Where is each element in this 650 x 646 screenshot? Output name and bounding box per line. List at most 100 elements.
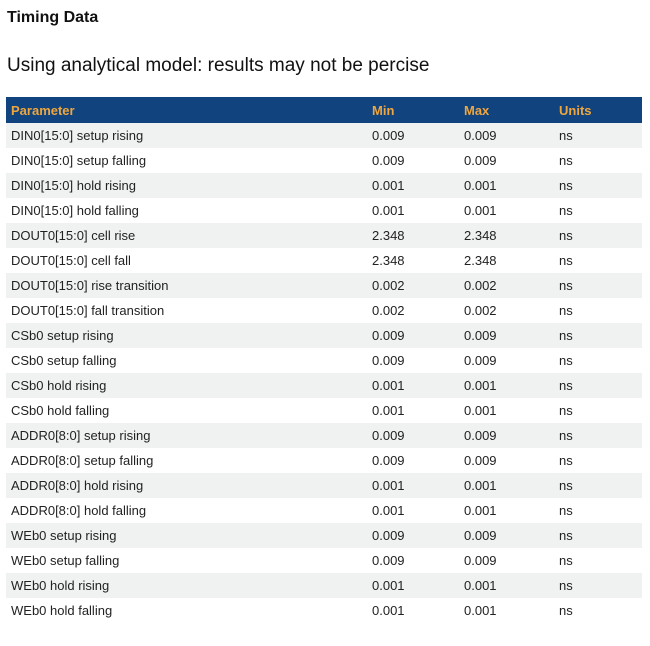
cell-min: 0.009 [372, 528, 405, 543]
cell-min: 0.009 [372, 453, 405, 468]
cell-max: 0.001 [464, 578, 497, 593]
table-row: WEb0 setup falling 0.009 0.009 ns [6, 548, 642, 573]
column-header-units: Units [553, 97, 642, 123]
cell-parameter: DIN0[15:0] hold falling [11, 203, 139, 218]
cell-max: 0.001 [464, 203, 497, 218]
cell-min: 0.001 [372, 603, 405, 618]
cell-units: ns [559, 453, 573, 468]
cell-max: 0.009 [464, 328, 497, 343]
cell-max: 0.001 [464, 503, 497, 518]
cell-max: 0.009 [464, 553, 497, 568]
table-row: DOUT0[15:0] cell fall 2.348 2.348 ns [6, 248, 642, 273]
table-row: ADDR0[8:0] hold falling 0.001 0.001 ns [6, 498, 642, 523]
cell-min: 0.009 [372, 128, 405, 143]
table-row: DIN0[15:0] hold rising 0.001 0.001 ns [6, 173, 642, 198]
table-row: CSb0 hold falling 0.001 0.001 ns [6, 398, 642, 423]
cell-parameter: DIN0[15:0] setup rising [11, 128, 144, 143]
cell-max: 0.001 [464, 378, 497, 393]
cell-units: ns [559, 203, 573, 218]
cell-max: 0.009 [464, 353, 497, 368]
cell-max: 0.009 [464, 128, 497, 143]
cell-parameter: WEb0 setup rising [11, 528, 117, 543]
cell-units: ns [559, 428, 573, 443]
table-row: CSb0 setup rising 0.009 0.009 ns [6, 323, 642, 348]
cell-parameter: DIN0[15:0] setup falling [11, 153, 147, 168]
cell-units: ns [559, 328, 573, 343]
cell-parameter: WEb0 setup falling [11, 553, 120, 568]
cell-max: 2.348 [464, 253, 497, 268]
table-row: ADDR0[8:0] setup falling 0.009 0.009 ns [6, 448, 642, 473]
cell-min: 0.009 [372, 353, 405, 368]
cell-min: 2.348 [372, 253, 405, 268]
cell-min: 0.001 [372, 478, 405, 493]
table-body: DIN0[15:0] setup rising 0.009 0.009 ns DIN0[… [6, 123, 642, 623]
cell-parameter: CSb0 setup falling [11, 353, 117, 368]
cell-units: ns [559, 553, 573, 568]
cell-max: 0.009 [464, 453, 497, 468]
cell-min: 0.009 [372, 553, 405, 568]
cell-parameter: DOUT0[15:0] cell fall [11, 253, 131, 268]
cell-min: 0.001 [372, 203, 405, 218]
cell-units: ns [559, 303, 573, 318]
cell-max: 0.001 [464, 178, 497, 193]
cell-min: 0.001 [372, 378, 405, 393]
cell-max: 2.348 [464, 228, 497, 243]
cell-units: ns [559, 128, 573, 143]
cell-units: ns [559, 528, 573, 543]
cell-min: 0.001 [372, 503, 405, 518]
cell-min: 0.009 [372, 328, 405, 343]
cell-parameter: ADDR0[8:0] hold rising [11, 478, 144, 493]
cell-min: 0.001 [372, 178, 405, 193]
cell-min: 0.001 [372, 403, 405, 418]
column-header-parameter: Parameter [6, 97, 366, 123]
cell-min: 0.001 [372, 578, 405, 593]
cell-parameter: DOUT0[15:0] fall transition [11, 303, 165, 318]
column-header-min: Min [366, 97, 458, 123]
cell-units: ns [559, 253, 573, 268]
cell-min: 0.009 [372, 428, 405, 443]
cell-min: 0.009 [372, 153, 405, 168]
cell-units: ns [559, 603, 573, 618]
column-header-max: Max [458, 97, 553, 123]
table-row: DIN0[15:0] setup rising 0.009 0.009 ns [6, 123, 642, 148]
cell-units: ns [559, 228, 573, 243]
cell-max: 0.009 [464, 528, 497, 543]
cell-parameter: WEb0 hold rising [11, 578, 110, 593]
cell-parameter: ADDR0[8:0] setup falling [11, 453, 154, 468]
cell-units: ns [559, 353, 573, 368]
cell-units: ns [559, 478, 573, 493]
cell-units: ns [559, 178, 573, 193]
cell-units: ns [559, 403, 573, 418]
cell-units: ns [559, 378, 573, 393]
cell-parameter: DOUT0[15:0] rise transition [11, 278, 169, 293]
table-row: ADDR0[8:0] setup rising 0.009 0.009 ns [6, 423, 642, 448]
cell-parameter: DOUT0[15:0] cell rise [11, 228, 136, 243]
cell-min: 2.348 [372, 228, 405, 243]
cell-units: ns [559, 278, 573, 293]
cell-parameter: CSb0 hold falling [11, 403, 110, 418]
table-row: WEb0 hold falling 0.001 0.001 ns [6, 598, 642, 623]
table-row: DIN0[15:0] hold falling 0.001 0.001 ns [6, 198, 642, 223]
cell-max: 0.009 [464, 153, 497, 168]
page-title: Timing Data [7, 9, 99, 26]
cell-max: 0.001 [464, 403, 497, 418]
table-row: CSb0 hold rising 0.001 0.001 ns [6, 373, 642, 398]
table-header-row: Parameter Min Max Units [6, 97, 642, 123]
table-row: CSb0 setup falling 0.009 0.009 ns [6, 348, 642, 373]
cell-max: 0.009 [464, 428, 497, 443]
cell-max: 0.001 [464, 478, 497, 493]
cell-min: 0.002 [372, 303, 405, 318]
cell-units: ns [559, 578, 573, 593]
timing-table: Parameter Min Max Units DIN0[15:0] setup… [6, 97, 642, 623]
table-row: DIN0[15:0] setup falling 0.009 0.009 ns [6, 148, 642, 173]
cell-max: 0.002 [464, 278, 497, 293]
cell-parameter: CSb0 setup rising [11, 328, 114, 343]
cell-max: 0.001 [464, 603, 497, 618]
cell-parameter: CSb0 hold rising [11, 378, 107, 393]
table-row: ADDR0[8:0] hold rising 0.001 0.001 ns [6, 473, 642, 498]
table-row: WEb0 setup rising 0.009 0.009 ns [6, 523, 642, 548]
cell-parameter: ADDR0[8:0] hold falling [11, 503, 147, 518]
table-row: DOUT0[15:0] rise transition 0.002 0.002 ns [6, 273, 642, 298]
table-row: DOUT0[15:0] cell rise 2.348 2.348 ns [6, 223, 642, 248]
